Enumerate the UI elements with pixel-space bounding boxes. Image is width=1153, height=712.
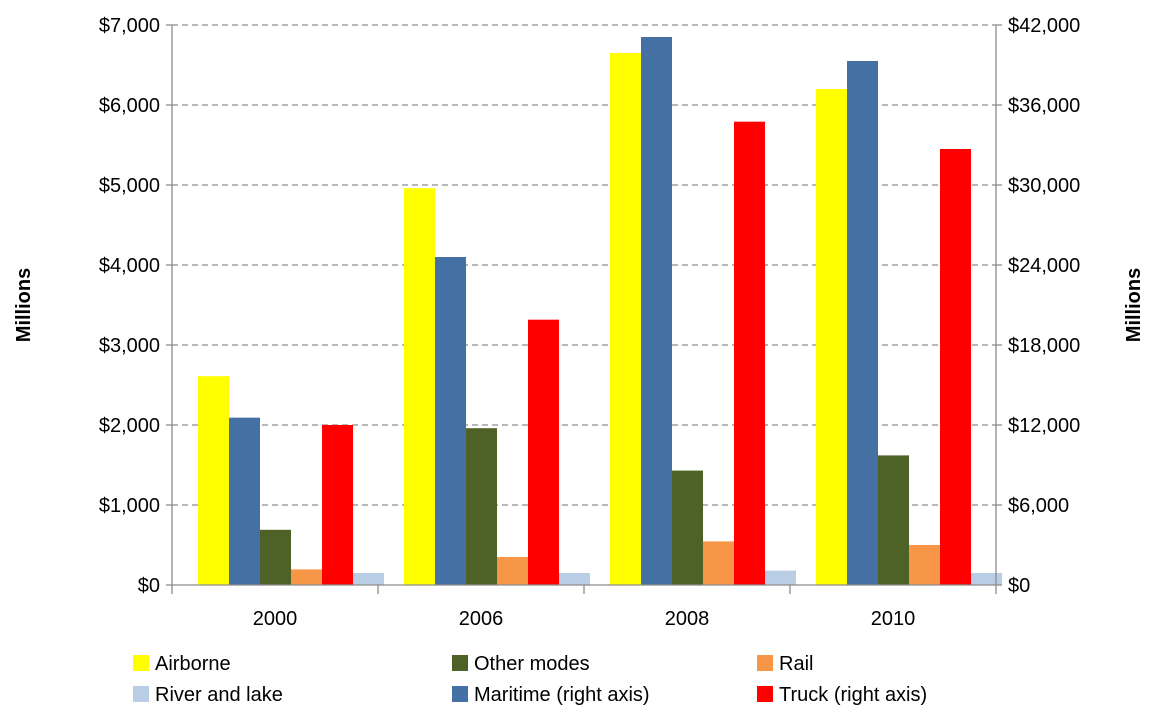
bar-maritime-right-axis-2010 — [847, 61, 878, 585]
x-tick-label: 2000 — [253, 608, 298, 630]
left-tick-label: $5,000 — [99, 175, 160, 197]
left-tick-label: $0 — [138, 575, 160, 597]
left-tick-label: $7,000 — [99, 15, 160, 37]
left-tick-label: $2,000 — [99, 415, 160, 437]
bar-river-and-lake-2010 — [971, 573, 1002, 585]
right-tick-label: $36,000 — [1008, 95, 1080, 117]
legend-swatch-maritime-right-axis — [452, 686, 468, 702]
right-tick-label: $18,000 — [1008, 335, 1080, 357]
bar-truck-right-axis-2006 — [528, 319, 559, 585]
legend-label-airborne: Airborne — [155, 653, 231, 675]
legend-swatch-river-and-lake — [133, 686, 149, 702]
legend-swatch-airborne — [133, 655, 149, 671]
right-tick-label: $0 — [1008, 575, 1030, 597]
right-tick-label: $30,000 — [1008, 175, 1080, 197]
legend-label-other-modes: Other modes — [474, 653, 590, 675]
bar-maritime-right-axis-2008 — [641, 37, 672, 585]
bar-river-and-lake-2008 — [765, 570, 796, 585]
bar-river-and-lake-2006 — [559, 573, 590, 585]
x-tick-label: 2008 — [665, 608, 710, 630]
bar-maritime-right-axis-2000 — [229, 417, 260, 585]
legend-swatch-truck-right-axis — [757, 686, 773, 702]
left-axis-title: Millions — [13, 268, 35, 342]
legend-label-truck-right-axis: Truck (right axis) — [779, 684, 927, 706]
bar-other-modes-2010 — [878, 455, 909, 585]
right-tick-label: $24,000 — [1008, 255, 1080, 277]
bar-other-modes-2000 — [260, 529, 291, 585]
bar-other-modes-2008 — [672, 470, 703, 585]
bars — [198, 37, 1002, 586]
right-tick-label: $12,000 — [1008, 415, 1080, 437]
bar-truck-right-axis-2008 — [734, 121, 765, 586]
gridlines — [172, 24, 996, 506]
bar-truck-right-axis-2000 — [322, 425, 353, 585]
bar-river-and-lake-2000 — [353, 573, 384, 585]
left-tick-label: $1,000 — [99, 495, 160, 517]
left-tick-label: $4,000 — [99, 255, 160, 277]
legend-label-river-and-lake: River and lake — [155, 684, 283, 706]
left-tick-label: $3,000 — [99, 335, 160, 357]
legend-swatch-rail — [757, 655, 773, 671]
right-tick-label: $6,000 — [1008, 495, 1069, 517]
bar-airborne-2000 — [198, 376, 229, 585]
legend-label-rail: Rail — [779, 653, 813, 675]
legend: Airborne Other modes Rail River and lake Mar… — [133, 653, 927, 706]
bar-rail-2010 — [909, 545, 940, 585]
bar-rail-2008 — [703, 541, 734, 585]
left-axis-ticks: $0 $1,000 $2,000 $3,000 $4,000 $5,000 $6,000 $7… — [99, 15, 172, 597]
left-tick-label: $6,000 — [99, 95, 160, 117]
x-tick-label: 2010 — [871, 608, 916, 630]
bar-airborne-2010 — [816, 89, 847, 585]
legend-label-maritime-right-axis: Maritime (right axis) — [474, 684, 650, 706]
bar-other-modes-2006 — [466, 428, 497, 585]
bar-truck-right-axis-2010 — [940, 149, 971, 585]
bar-rail-2006 — [497, 557, 528, 585]
legend-swatch-other-modes — [452, 655, 468, 671]
right-axis-title: Millions — [1123, 268, 1145, 342]
x-axis-ticks: 2000 2006 2008 2010 — [171, 585, 997, 630]
right-tick-label: $42,000 — [1008, 15, 1080, 37]
bar-rail-2000 — [291, 569, 322, 585]
x-tick-label: 2006 — [459, 608, 504, 630]
right-axis-ticks: $0 $6,000 $12,000 $18,000 $24,000 $30,000 $36,… — [996, 15, 1080, 597]
bar-maritime-right-axis-2006 — [435, 257, 466, 585]
bar-airborne-2006 — [404, 188, 435, 585]
bar-airborne-2008 — [610, 53, 641, 585]
